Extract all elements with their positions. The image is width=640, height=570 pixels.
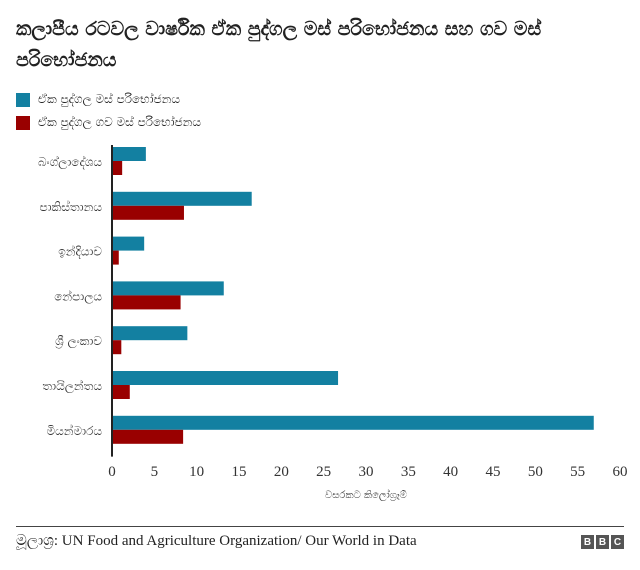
legend-label-beef: ඒක පුද්ගල ගව මස් පරිභෝජනය bbox=[38, 115, 202, 129]
legend-item-beef: ඒක පුද්ගල ගව මස් පරිභෝජනය bbox=[16, 115, 201, 130]
x-tick-label: 30 bbox=[359, 464, 374, 480]
bar-meat bbox=[112, 281, 224, 296]
bar-meat bbox=[112, 326, 188, 341]
bar-beef bbox=[112, 340, 122, 355]
x-tick-label: 35 bbox=[401, 464, 416, 480]
category-label: ශ්‍රී ලංකාව bbox=[55, 334, 103, 349]
x-tick-label: 60 bbox=[613, 464, 628, 480]
x-tick-label: 10 bbox=[189, 464, 204, 480]
x-tick-label: 50 bbox=[528, 464, 543, 480]
category-label: නේපාලය bbox=[54, 289, 102, 304]
bar-meat bbox=[112, 147, 146, 161]
category-label: බංග්ලාදේශය bbox=[38, 155, 102, 170]
x-tick-label: 40 bbox=[443, 464, 458, 480]
source-note: මූලාශ්‍ර: UN Food and Agriculture Organi… bbox=[16, 533, 417, 549]
bar-beef bbox=[112, 250, 119, 265]
x-tick-label: 5 bbox=[151, 464, 159, 480]
legend-item-meat: ඒක පුද්ගල මස් පරිභෝජනය bbox=[16, 92, 180, 107]
x-tick-label: 15 bbox=[232, 464, 247, 480]
bar-meat bbox=[112, 415, 594, 430]
bar-beef bbox=[112, 205, 184, 220]
x-tick-label: 20 bbox=[274, 464, 289, 480]
category-label: ඉන්දියාව bbox=[58, 244, 102, 258]
bar-beef bbox=[112, 161, 123, 175]
bbc-logo: B B C bbox=[581, 535, 624, 549]
x-tick-label: 0 bbox=[108, 464, 116, 480]
x-axis-label: වසරකට කිලෝග්‍රෑම් bbox=[325, 488, 407, 501]
x-tick-label: 45 bbox=[486, 464, 501, 480]
bar-chart: බංග්ලාදේශය පාකිස්තානය ඉන්දියාව නේපාලය ශ්‍රී … bbox=[38, 145, 628, 501]
category-label: මියන්මාරය bbox=[47, 424, 103, 438]
x-tick-label: 25 bbox=[316, 464, 331, 480]
bbc-logo-letter: C bbox=[611, 535, 624, 549]
bar-beef bbox=[112, 295, 181, 310]
chart-title: කලාපීය රටවල වාර්ෂික ඒක පුද්ගල මස් පරිභෝජ… bbox=[16, 18, 542, 71]
x-tick-label: 55 bbox=[570, 464, 585, 480]
bar-meat bbox=[112, 236, 145, 251]
category-label: තායිලන්තය bbox=[42, 379, 102, 394]
bar-beef bbox=[112, 429, 184, 444]
legend-label-meat: ඒක පුද්ගල මස් පරිභෝජනය bbox=[38, 92, 181, 106]
footer-divider bbox=[16, 526, 624, 527]
bbc-logo-letter: B bbox=[581, 535, 594, 549]
category-label: පාකිස්තානය bbox=[39, 200, 102, 214]
bar-beef bbox=[112, 385, 130, 399]
bbc-logo-letter: B bbox=[596, 535, 609, 549]
legend-swatch-meat bbox=[16, 92, 30, 107]
bar-meat bbox=[112, 371, 339, 385]
bar-meat bbox=[112, 191, 252, 206]
legend-swatch-beef bbox=[16, 115, 30, 130]
